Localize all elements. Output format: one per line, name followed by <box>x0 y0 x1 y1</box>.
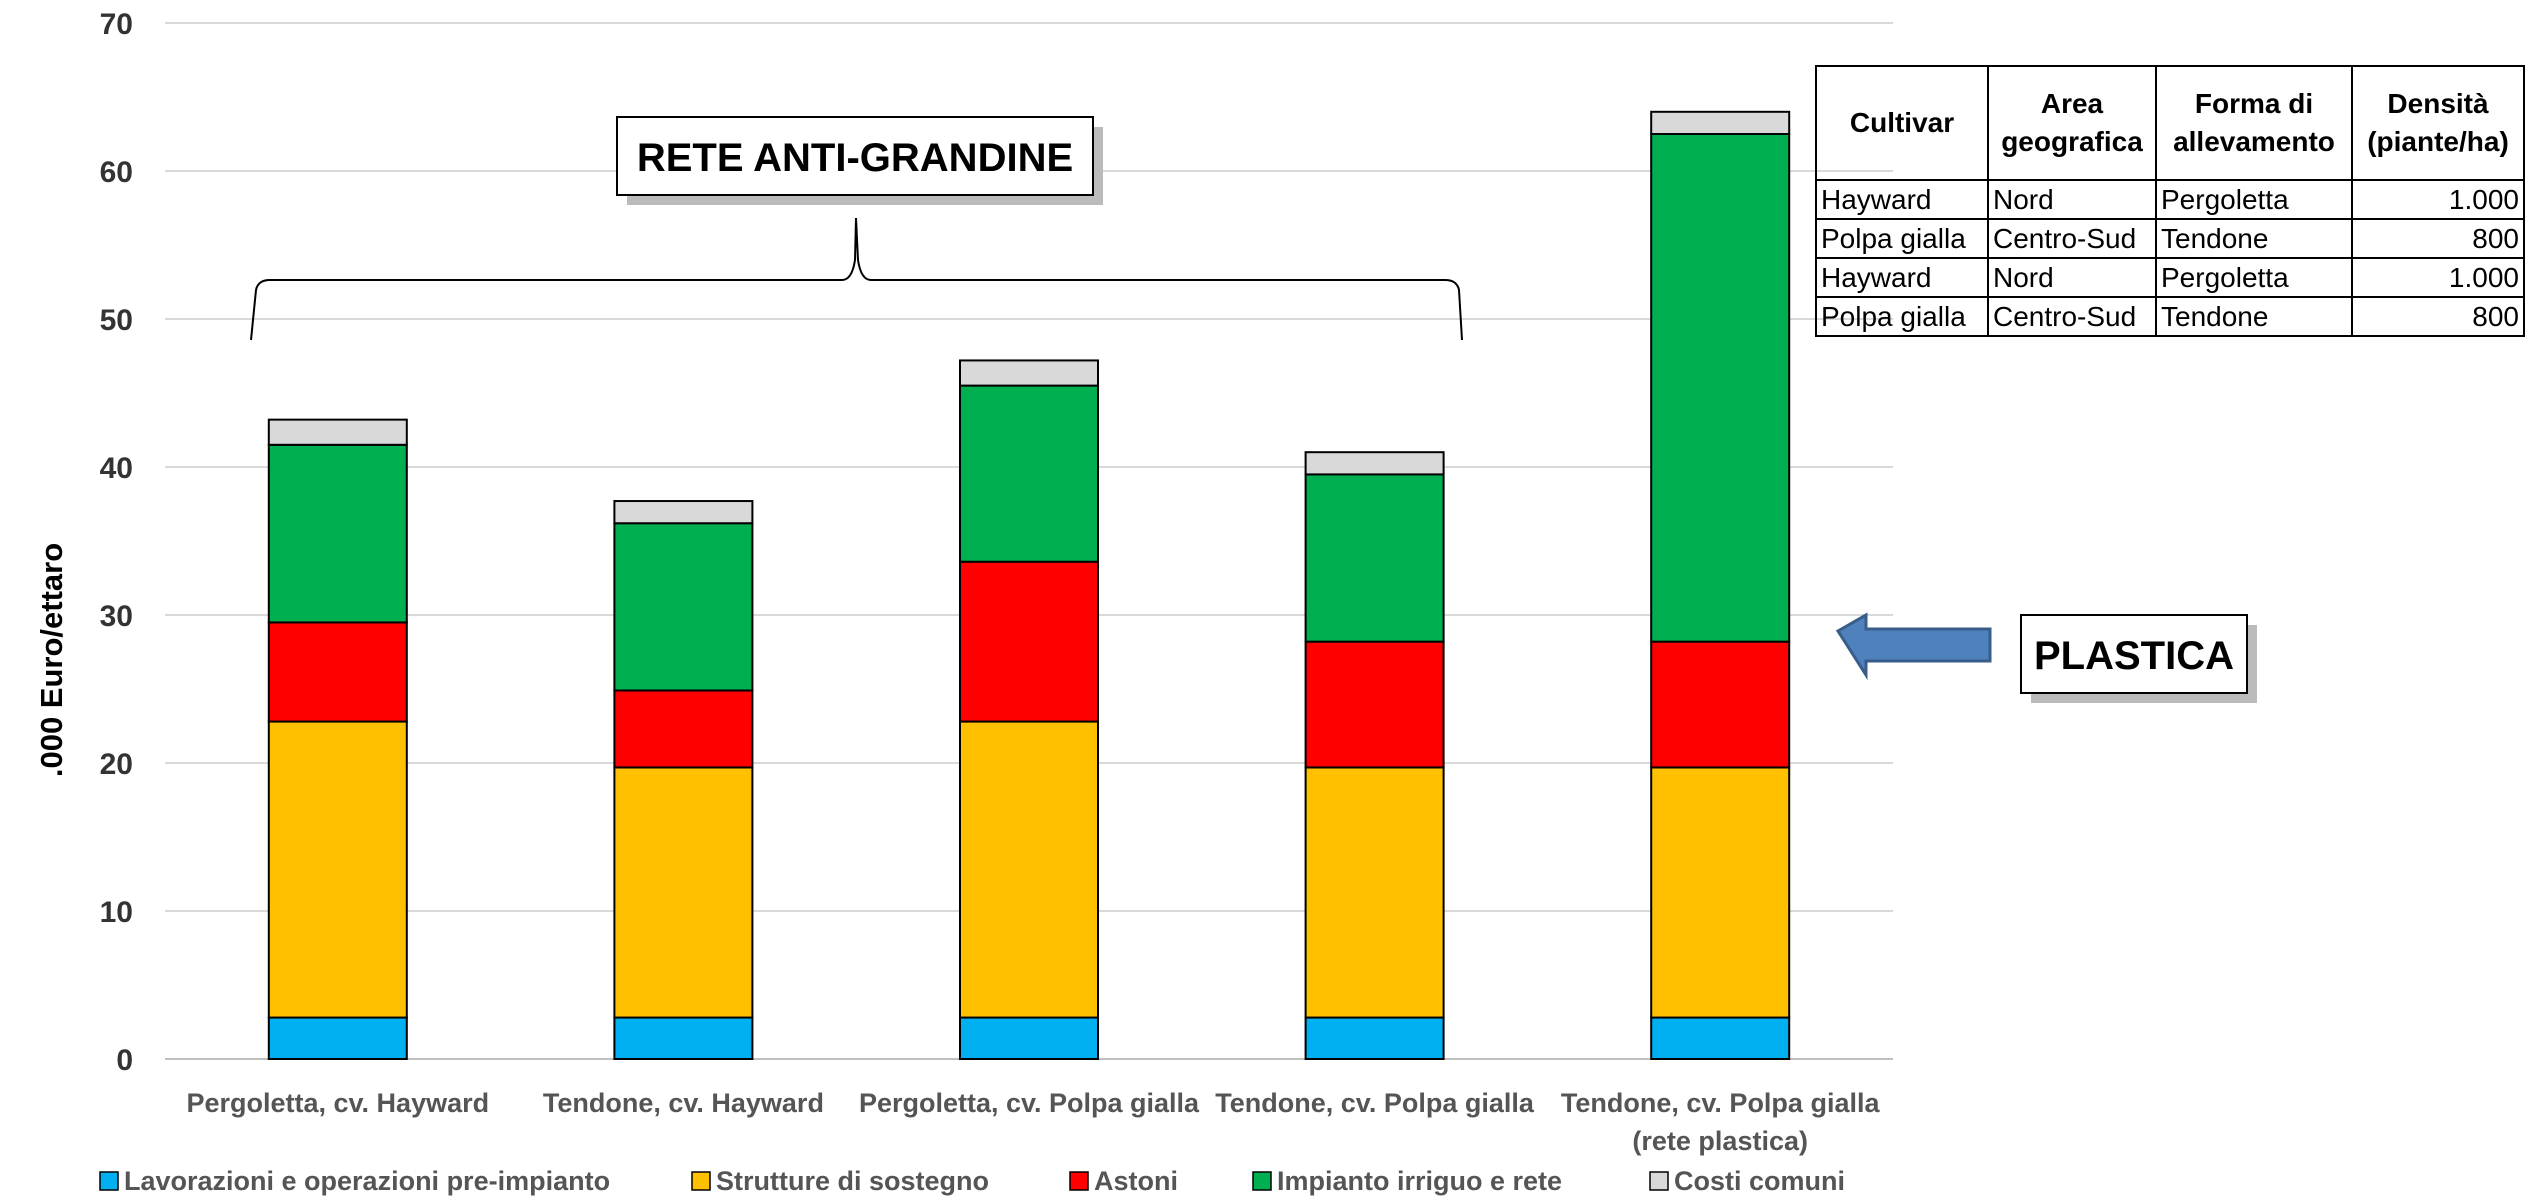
bar-segment <box>1304 1016 1445 1060</box>
table-cell: Pergoletta <box>2155 179 2353 220</box>
category-label: Pergoletta, cv. Polpa gialla <box>859 1088 1200 1118</box>
arrow <box>1835 612 1992 681</box>
bar-segment <box>267 418 408 446</box>
table-cell: Polpa gialla <box>1815 218 1989 259</box>
legend-item: Lavorazioni e operazioni pre-impianto <box>99 1166 610 1196</box>
arrow-label-box: PLASTICA <box>2020 614 2257 703</box>
legend-swatch <box>1069 1171 1089 1191</box>
category-label: Pergoletta, cv. Hayward <box>186 1088 489 1118</box>
y-tick-label: 70 <box>100 8 133 41</box>
table-cell: Pergoletta <box>2155 257 2353 298</box>
category-label: Tendone, cv. Hayward <box>543 1088 824 1118</box>
legend-item: Strutture di sostegno <box>691 1166 989 1196</box>
bar-segment <box>267 720 408 1019</box>
table-header-cell: Densità (piante/ha) <box>2351 65 2525 181</box>
legend-swatch <box>691 1171 711 1191</box>
bar-segment <box>1304 766 1445 1019</box>
category-label: (rete plastica) <box>1632 1126 1808 1156</box>
table-cell: 800 <box>2351 296 2525 337</box>
bar-segment <box>613 766 754 1019</box>
table-row: Polpa gialla Centro-Sud Tendone 800 <box>1815 218 2525 259</box>
table-header-cell: Area geografica <box>1987 65 2157 181</box>
table-cell: Nord <box>1987 179 2157 220</box>
table-cell: Hayward <box>1815 179 1989 220</box>
table-header-row: Cultivar Area geografica Forma di alleva… <box>1815 65 2525 181</box>
bar-segment <box>613 500 754 525</box>
table-cell: Hayward <box>1815 257 1989 298</box>
table-row: Polpa gialla Centro-Sud Tendone 800 <box>1815 296 2525 337</box>
bar-segment <box>1650 133 1791 643</box>
y-tick-label: 60 <box>100 156 133 189</box>
y-tick-label: 30 <box>100 600 133 633</box>
bracket-label-box: RETE ANTI-GRANDINE <box>616 116 1103 205</box>
bar-segment <box>613 522 754 692</box>
bar-segment <box>959 359 1099 387</box>
table-row: Hayward Nord Pergoletta 1.000 <box>1815 179 2525 220</box>
table-cell: 1.000 <box>2351 179 2525 220</box>
y-tick-label: 10 <box>100 896 133 929</box>
bar-segment <box>1304 640 1445 769</box>
bar-segment <box>267 443 408 624</box>
bar-segment <box>1650 766 1791 1019</box>
table-cell: Centro-Sud <box>1987 296 2157 337</box>
table-cell: Centro-Sud <box>1987 218 2157 259</box>
y-tick-label: 0 <box>116 1044 133 1077</box>
legend-item: Costi comuni <box>1649 1166 1845 1196</box>
bars <box>267 110 1791 1060</box>
bar-segment <box>959 1016 1099 1060</box>
legend-label: Costi comuni <box>1674 1166 1845 1196</box>
bar-segment <box>267 1016 408 1060</box>
arrow-label: PLASTICA <box>2034 634 2234 678</box>
legend-label: Astoni <box>1094 1166 1178 1196</box>
y-tick-label: 50 <box>100 304 133 337</box>
bar-segment <box>1650 110 1791 136</box>
info-table: Cultivar Area geografica Forma di alleva… <box>1815 65 2525 337</box>
legend-item: Impianto irriguo e rete <box>1252 1166 1562 1196</box>
bar-segment <box>1650 1016 1791 1060</box>
category-labels: Pergoletta, cv. Hayward Tendone, cv. Hayw… <box>186 1088 1880 1156</box>
table-cell: 800 <box>2351 218 2525 259</box>
bracket-label: RETE ANTI-GRANDINE <box>637 136 1073 180</box>
legend-item: Astoni <box>1069 1166 1178 1196</box>
category-label: Tendone, cv. Polpa gialla <box>1561 1088 1881 1118</box>
bar-segment <box>613 1016 754 1060</box>
bar-segment <box>1304 451 1445 476</box>
table-cell: 1.000 <box>2351 257 2525 298</box>
legend-swatch <box>99 1171 119 1191</box>
bar-segment <box>959 560 1099 723</box>
table-cell: Tendone <box>2155 218 2353 259</box>
table-header-cell: Forma di allevamento <box>2155 65 2353 181</box>
bracket <box>250 217 1463 341</box>
y-tick-label: 20 <box>100 748 133 781</box>
table-row: Hayward Nord Pergoletta 1.000 <box>1815 257 2525 298</box>
table-cell: Nord <box>1987 257 2157 298</box>
y-axis-label: .000 Euro/ettaro <box>34 543 69 777</box>
table-cell: Polpa gialla <box>1815 296 1989 337</box>
category-label: Tendone, cv. Polpa gialla <box>1215 1088 1535 1118</box>
legend-swatch <box>1252 1171 1272 1191</box>
bar-segment <box>959 720 1099 1019</box>
bar-segment <box>1650 640 1791 769</box>
legend-label: Lavorazioni e operazioni pre-impianto <box>124 1166 610 1196</box>
y-axis-ticks: 0 10 20 30 40 50 60 70 <box>100 8 133 1077</box>
legend: Lavorazioni e operazioni pre-impianto Str… <box>99 1166 1845 1196</box>
legend-label: Strutture di sostegno <box>716 1166 989 1196</box>
y-tick-label: 40 <box>100 452 133 485</box>
bar-segment <box>1304 473 1445 643</box>
legend-swatch <box>1649 1171 1669 1191</box>
bar-segment <box>613 689 754 769</box>
table-header-cell: Cultivar <box>1815 65 1989 181</box>
table-cell: Tendone <box>2155 296 2353 337</box>
legend-label: Impianto irriguo e rete <box>1277 1166 1562 1196</box>
bar-segment <box>267 621 408 723</box>
bar-segment <box>959 384 1099 563</box>
